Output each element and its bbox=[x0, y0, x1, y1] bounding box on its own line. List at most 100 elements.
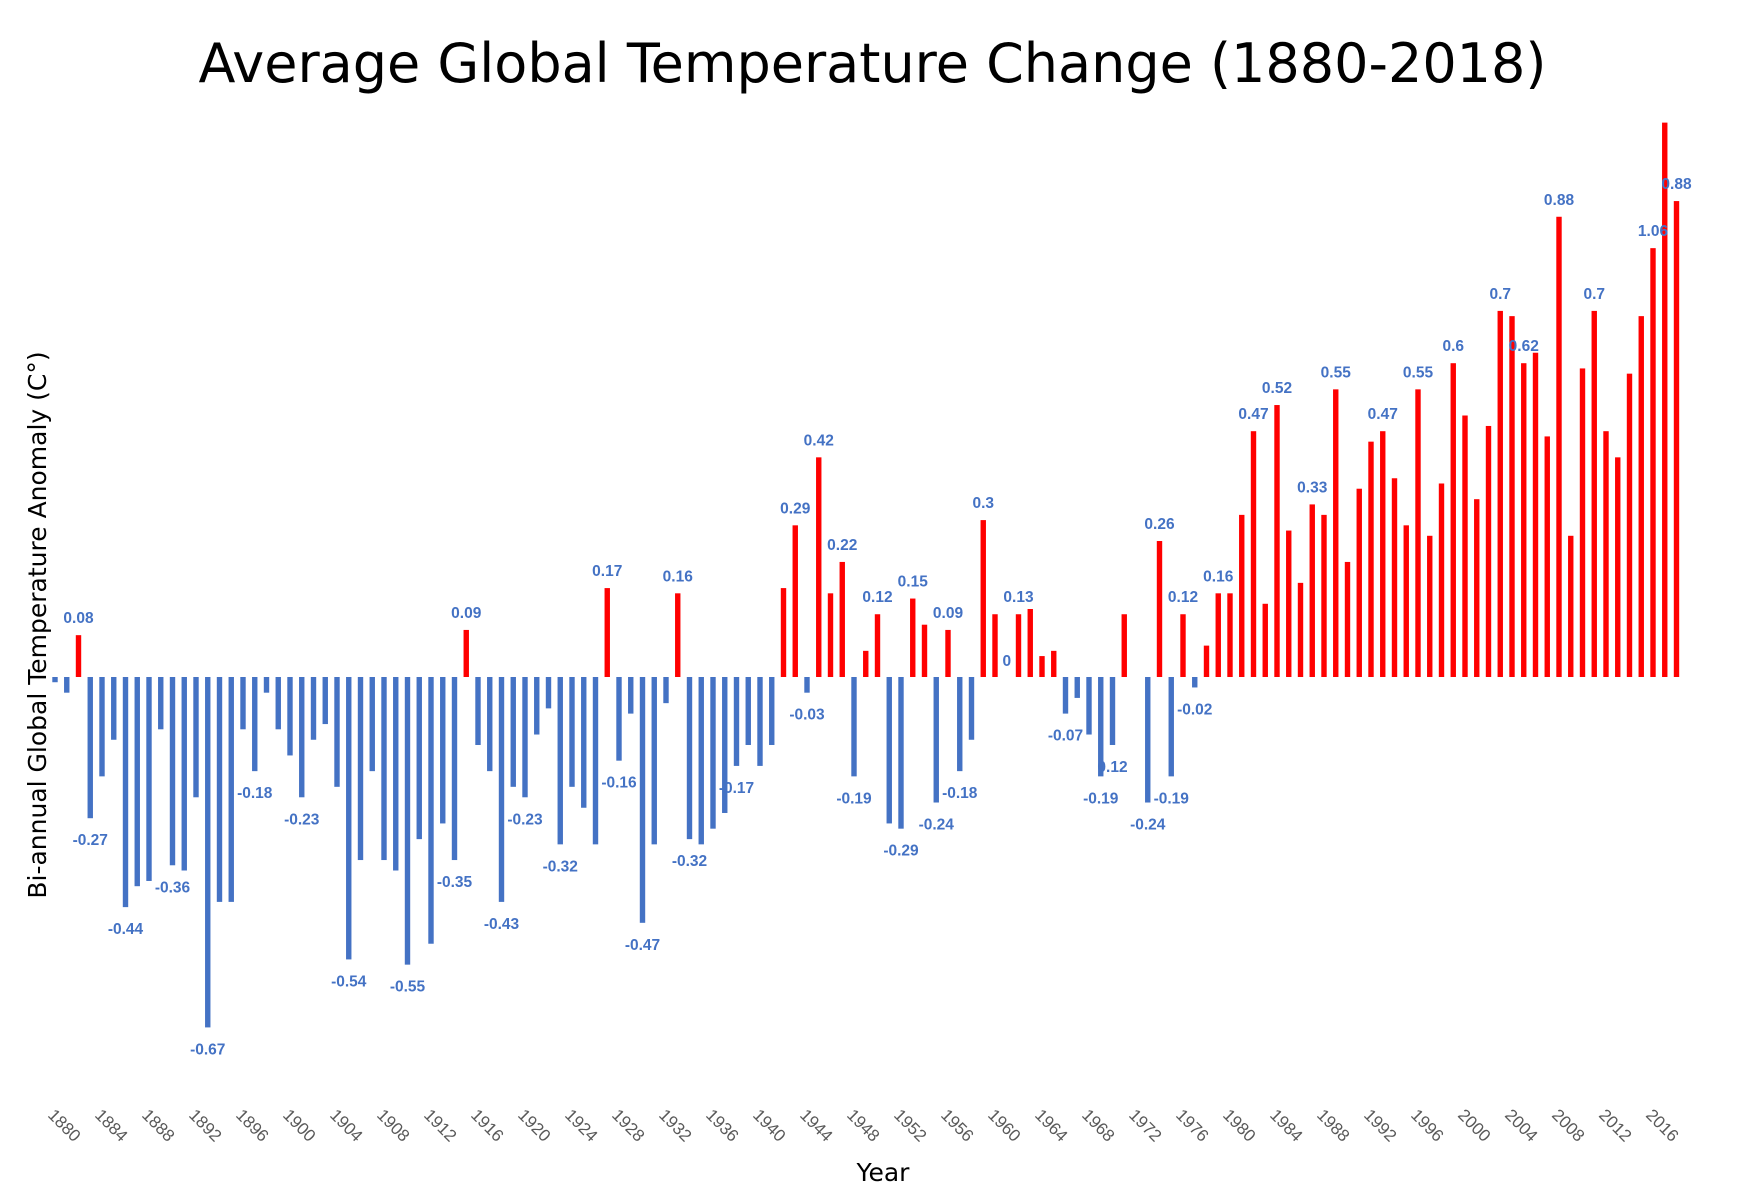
bar-1935 bbox=[698, 677, 704, 845]
data-label-1955: -0.24 bbox=[919, 817, 955, 834]
data-label-1957: -0.18 bbox=[942, 785, 978, 802]
bar-1905 bbox=[346, 677, 352, 960]
bar-2008 bbox=[1556, 216, 1562, 677]
x-tick-label: 1884 bbox=[91, 1105, 131, 1145]
bar-1885 bbox=[111, 677, 117, 740]
bar-1904 bbox=[334, 677, 340, 787]
bar-1940 bbox=[757, 677, 763, 766]
bar-2013 bbox=[1615, 457, 1621, 677]
bar-1956 bbox=[945, 629, 951, 677]
x-tick-label: 1916 bbox=[467, 1105, 507, 1145]
x-tick-label: 1944 bbox=[796, 1105, 836, 1145]
bar-1978 bbox=[1203, 645, 1210, 677]
bar-1891 bbox=[181, 677, 187, 871]
bar-1923 bbox=[557, 677, 563, 845]
data-label-1883: -0.27 bbox=[73, 832, 108, 849]
bar-1907 bbox=[369, 677, 375, 772]
data-label-1953: 0.15 bbox=[898, 574, 929, 591]
bar-1906 bbox=[357, 677, 364, 861]
bar-1983 bbox=[1262, 603, 1268, 677]
bar-1912 bbox=[428, 677, 434, 944]
bar-1989 bbox=[1333, 389, 1339, 677]
x-tick-label: 1924 bbox=[561, 1105, 601, 1145]
bar-2012 bbox=[1603, 431, 1609, 677]
bar-1984 bbox=[1274, 405, 1280, 677]
x-tick-label: 1904 bbox=[326, 1105, 366, 1145]
x-tick-label: 1920 bbox=[514, 1105, 554, 1145]
x-axis-ticks: 1880 1884 1888 1892 1896 1900 1904 1908 1912 1916… bbox=[44, 1105, 1682, 1145]
bar-1981 bbox=[1239, 514, 1245, 677]
data-label-1944: -0.03 bbox=[789, 707, 825, 724]
bar-1917 bbox=[487, 677, 493, 772]
bar-1988 bbox=[1321, 514, 1327, 677]
data-label-1918: -0.43 bbox=[484, 916, 520, 933]
x-tick-label: 1956 bbox=[937, 1105, 977, 1145]
data-label-1914: -0.35 bbox=[437, 874, 473, 891]
data-label-1886: -0.44 bbox=[108, 921, 144, 938]
bar-1932 bbox=[663, 677, 669, 704]
data-label-1920: -0.23 bbox=[507, 811, 543, 828]
data-label-1882: 0.08 bbox=[63, 610, 94, 627]
bar-1927 bbox=[604, 588, 610, 677]
x-tick-label: 1940 bbox=[749, 1105, 789, 1145]
bar-1941 bbox=[769, 677, 775, 745]
bar-1999 bbox=[1450, 363, 1456, 677]
bar-2014 bbox=[1626, 373, 1633, 677]
bar-2017 bbox=[1662, 122, 1668, 678]
bar-1919 bbox=[510, 677, 516, 787]
bar-1924 bbox=[569, 677, 575, 787]
x-tick-label: 1972 bbox=[1125, 1105, 1165, 1145]
bar-2000 bbox=[1462, 415, 1468, 677]
x-tick-label: 1932 bbox=[655, 1105, 695, 1145]
data-label-1890: -0.36 bbox=[155, 879, 191, 896]
data-label-1948: -0.19 bbox=[836, 790, 872, 807]
bar-2005 bbox=[1521, 363, 1527, 677]
bar-2009 bbox=[1568, 535, 1574, 677]
bar-1976 bbox=[1180, 614, 1186, 677]
bar-1991 bbox=[1356, 488, 1362, 677]
x-tick-label: 1984 bbox=[1266, 1105, 1306, 1145]
bar-1952 bbox=[898, 677, 904, 829]
bar-1968 bbox=[1086, 677, 1092, 735]
bar-1903 bbox=[322, 677, 328, 725]
x-tick-label: 1928 bbox=[608, 1105, 648, 1145]
bar-1965 bbox=[1051, 650, 1057, 677]
bar-1962 bbox=[1015, 614, 1022, 677]
x-tick-label: 1880 bbox=[44, 1105, 84, 1145]
bar-1884 bbox=[99, 677, 105, 777]
bar-2004 bbox=[1509, 316, 1515, 677]
bar-1918 bbox=[498, 677, 505, 902]
data-label-1969: -0.19 bbox=[1083, 790, 1119, 807]
bar-1920 bbox=[522, 677, 528, 798]
bar-1953 bbox=[910, 598, 916, 677]
bar-1883 bbox=[87, 677, 93, 819]
bar-1881 bbox=[64, 677, 70, 693]
bar-1928 bbox=[616, 677, 622, 761]
x-tick-label: 1892 bbox=[185, 1105, 225, 1145]
x-tick-label: 2012 bbox=[1595, 1105, 1635, 1145]
data-label-1982: 0.47 bbox=[1238, 406, 1268, 423]
data-label-1947: 0.22 bbox=[827, 537, 857, 554]
bar-1992 bbox=[1368, 441, 1374, 677]
bar-1886 bbox=[122, 677, 129, 908]
x-tick-label: 1948 bbox=[843, 1105, 883, 1145]
data-label-1961: 0 bbox=[1002, 653, 1011, 670]
bar-1977 bbox=[1192, 677, 1198, 688]
bar-1958 bbox=[968, 677, 975, 740]
bar-1895 bbox=[228, 677, 234, 902]
data-label-1934: -0.32 bbox=[672, 853, 707, 870]
bar-2001 bbox=[1474, 499, 1480, 677]
bar-1889 bbox=[158, 677, 164, 730]
bar-2018 bbox=[1673, 201, 1680, 677]
bar-1890 bbox=[169, 677, 176, 866]
bar-1926 bbox=[592, 677, 599, 845]
data-label-1970: 0.12 bbox=[1097, 759, 1127, 776]
data-label-1996: 0.55 bbox=[1403, 364, 1434, 381]
data-label-1966: -0.07 bbox=[1048, 728, 1083, 745]
bar-1899 bbox=[275, 677, 281, 730]
data-label-2003: 0.7 bbox=[1489, 286, 1511, 303]
bar-1910 bbox=[404, 677, 411, 965]
bar-1943 bbox=[792, 525, 798, 677]
bar-1957 bbox=[957, 677, 963, 772]
